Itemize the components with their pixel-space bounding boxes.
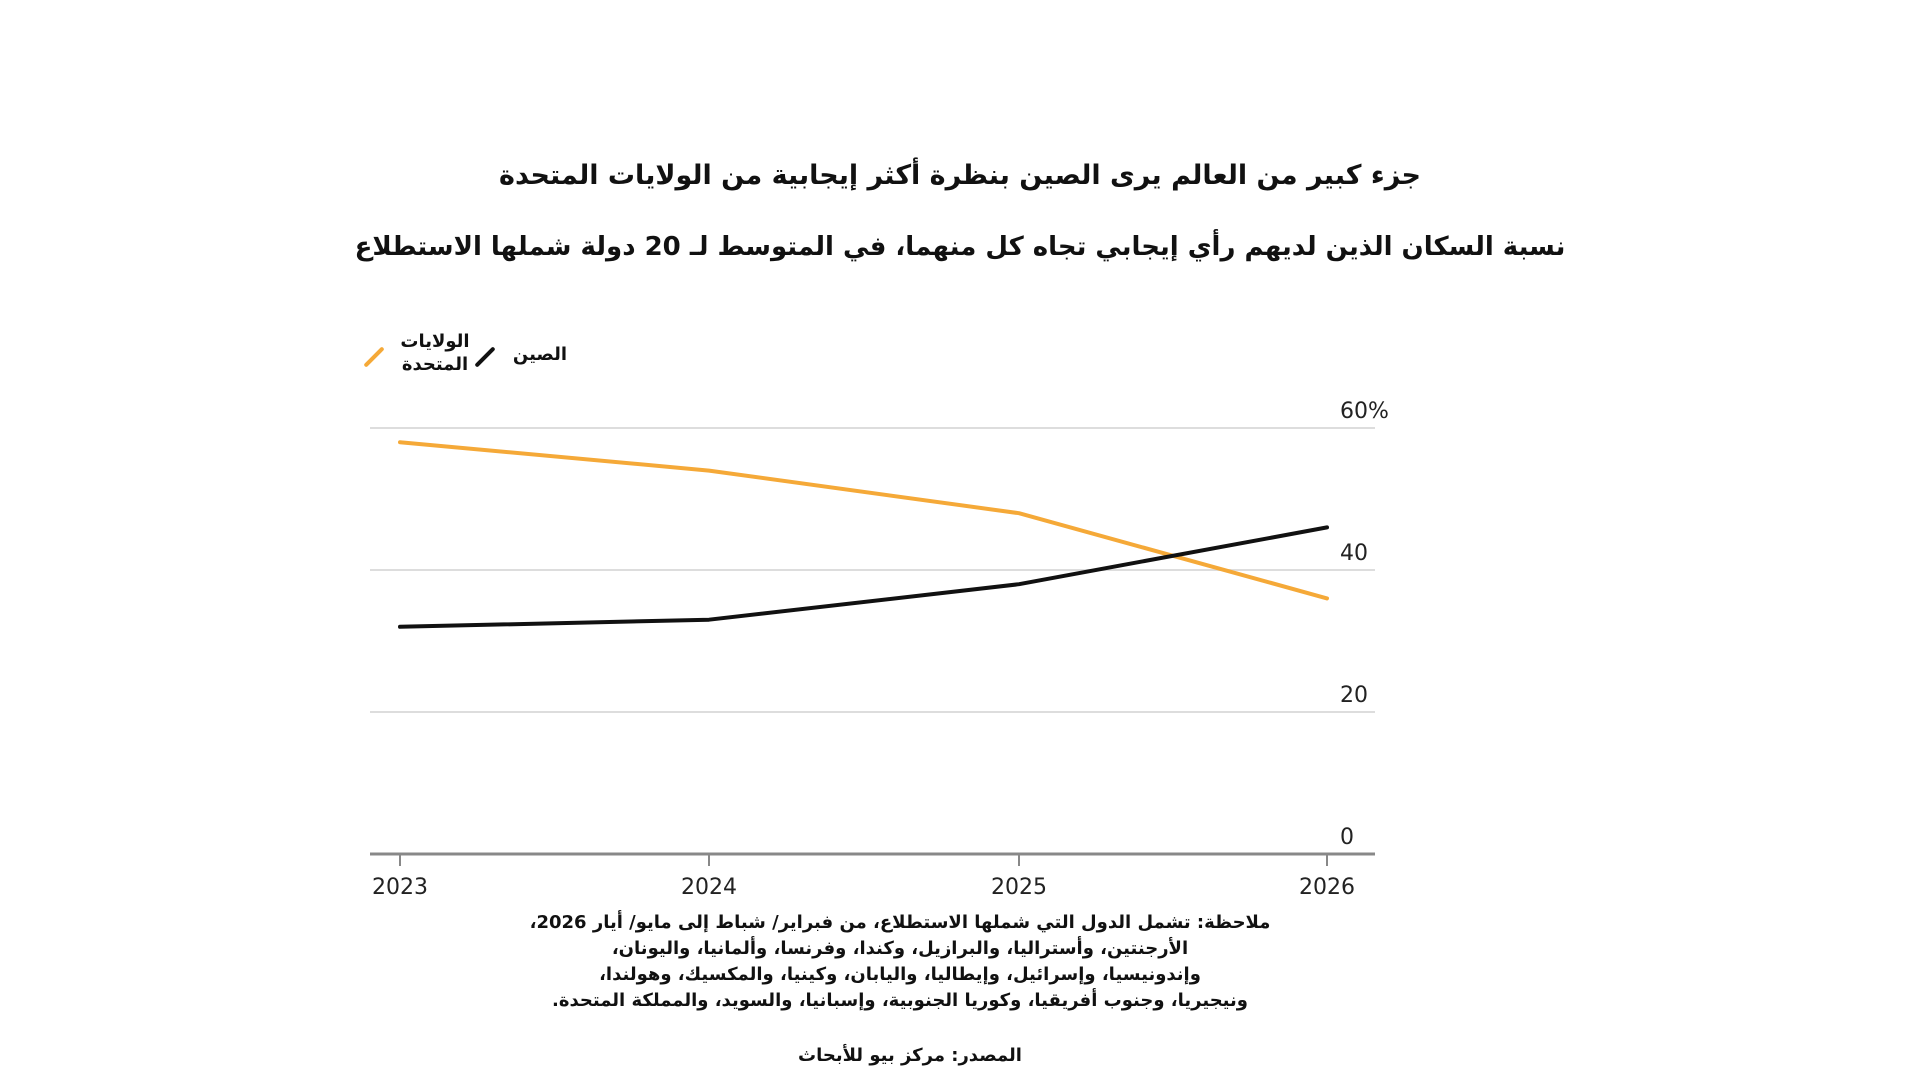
series-line-china [398,525,1329,629]
chart-source: المصدر: مركز بيو للأبحاث [798,1045,1022,1066]
x-tick-label: 2025 [991,875,1047,900]
x-tick-label: 2024 [681,875,737,900]
note-line: وإندونيسيا، وإسرائيل، وإيطاليا، واليابان… [599,964,1201,985]
chart-title: جزء كبير من العالم يرى الصين بنظرة أكثر … [499,160,1421,191]
y-tick-label: 60% [1340,399,1389,424]
chart-subtitle: نسبة السكان الذين لديهم رأي إيجابي تجاه … [354,232,1566,262]
legend-label-china: الصين [512,344,568,365]
legend-label-us-line1: الولايات [400,331,470,352]
y-tick-label: 20 [1340,683,1368,708]
y-tick-label: 0 [1340,825,1354,850]
y-tick-label: 40 [1340,541,1368,566]
legend-label-us: الولايات المتحدة [394,330,476,376]
note-line: ملاحظة: تشمل الدول التي شملها الاستطلاع،… [529,912,1271,933]
legend-item-us: الولايات المتحدة [360,330,480,380]
legend-label-us-line2: المتحدة [401,354,469,375]
x-tick-label: 2026 [1299,875,1355,900]
x-tick-label: 2023 [372,875,428,900]
chart-note: ملاحظة: تشمل الدول التي شملها الاستطلاع،… [460,910,1340,1014]
note-line: ونيجيريا، وجنوب أفريقيا، وكوريا الجنوبية… [552,990,1248,1011]
series-line-us [398,440,1329,601]
note-line: الأرجنتين، وأستراليا، والبرازيل، وكندا، … [611,938,1189,959]
legend-item-china: الصين [470,330,580,380]
